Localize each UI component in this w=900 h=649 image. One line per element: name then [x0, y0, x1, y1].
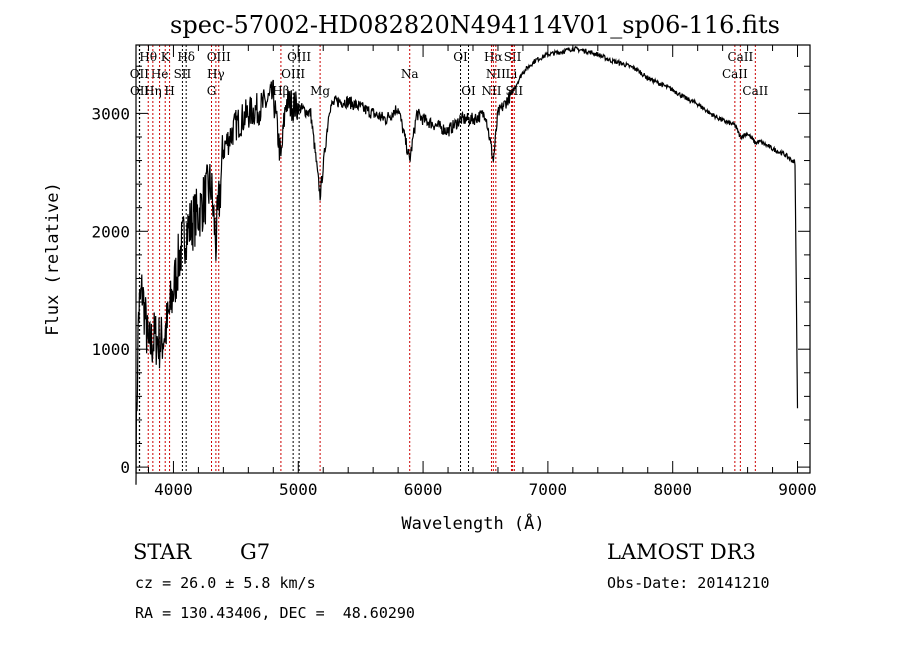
line-label: OII	[130, 84, 150, 98]
line-label: CaII	[742, 84, 768, 98]
spectrum-series	[135, 45, 799, 485]
axis-ticks: 4000 5000 6000 7000 8000 9000 0 1000 2000 3000	[91, 45, 817, 499]
line-label: Mg	[310, 84, 330, 98]
line-label: NII	[486, 67, 506, 81]
line-label: H	[164, 84, 174, 98]
spectrum-line	[135, 45, 799, 485]
ra-dec: RA = 130.43406, DEC = 48.60290	[135, 604, 415, 622]
line-label: Hη	[144, 84, 162, 98]
line-label: Hδ	[177, 50, 195, 64]
y-tick-label: 0	[120, 458, 130, 477]
x-tick-label: 4000	[154, 480, 193, 499]
line-label: K	[161, 50, 171, 64]
line-label: OIII	[287, 50, 311, 64]
line-label: OIII	[281, 67, 305, 81]
x-tick-label: 6000	[404, 480, 443, 499]
line-label: Hβ	[272, 84, 289, 98]
y-tick-label: 3000	[91, 104, 130, 123]
y-tick-label: 1000	[91, 340, 130, 359]
line-label: SII	[174, 67, 192, 81]
line-label: OI	[453, 50, 468, 64]
x-tick-label: 5000	[279, 480, 318, 499]
line-label: OIII	[207, 50, 231, 64]
x-axis-label: Wavelength (Å)	[401, 512, 544, 534]
y-tick-label: 2000	[91, 222, 130, 241]
object-subclass: G7	[240, 540, 271, 564]
line-label: G	[207, 84, 217, 98]
line-label: SII	[504, 50, 522, 64]
survey-name: LAMOST DR3	[607, 540, 756, 564]
line-label: Hγ	[207, 67, 225, 81]
object-class: STAR	[133, 540, 192, 564]
line-label: OI	[461, 84, 476, 98]
y-axis-label: Flux (relative)	[43, 182, 63, 336]
line-label: Hα	[484, 50, 503, 64]
line-label: Na	[401, 67, 419, 81]
line-label: CaII	[727, 50, 753, 64]
chart-title: spec-57002-HD082820N494114V01_sp06-116.f…	[170, 11, 780, 39]
line-label: CaII	[722, 67, 748, 81]
line-label: NII	[481, 84, 501, 98]
plot-frame	[135, 44, 811, 474]
redshift-cz: cz = 26.0 ± 5.8 km/s	[135, 574, 316, 592]
line-label: Li	[506, 67, 518, 81]
line-label: He	[151, 67, 169, 81]
line-label: Hθ	[139, 50, 157, 64]
x-tick-label: 8000	[653, 480, 692, 499]
x-tick-label: 7000	[529, 480, 568, 499]
x-tick-label: 9000	[778, 480, 817, 499]
obs-date: Obs-Date: 20141210	[607, 574, 770, 592]
